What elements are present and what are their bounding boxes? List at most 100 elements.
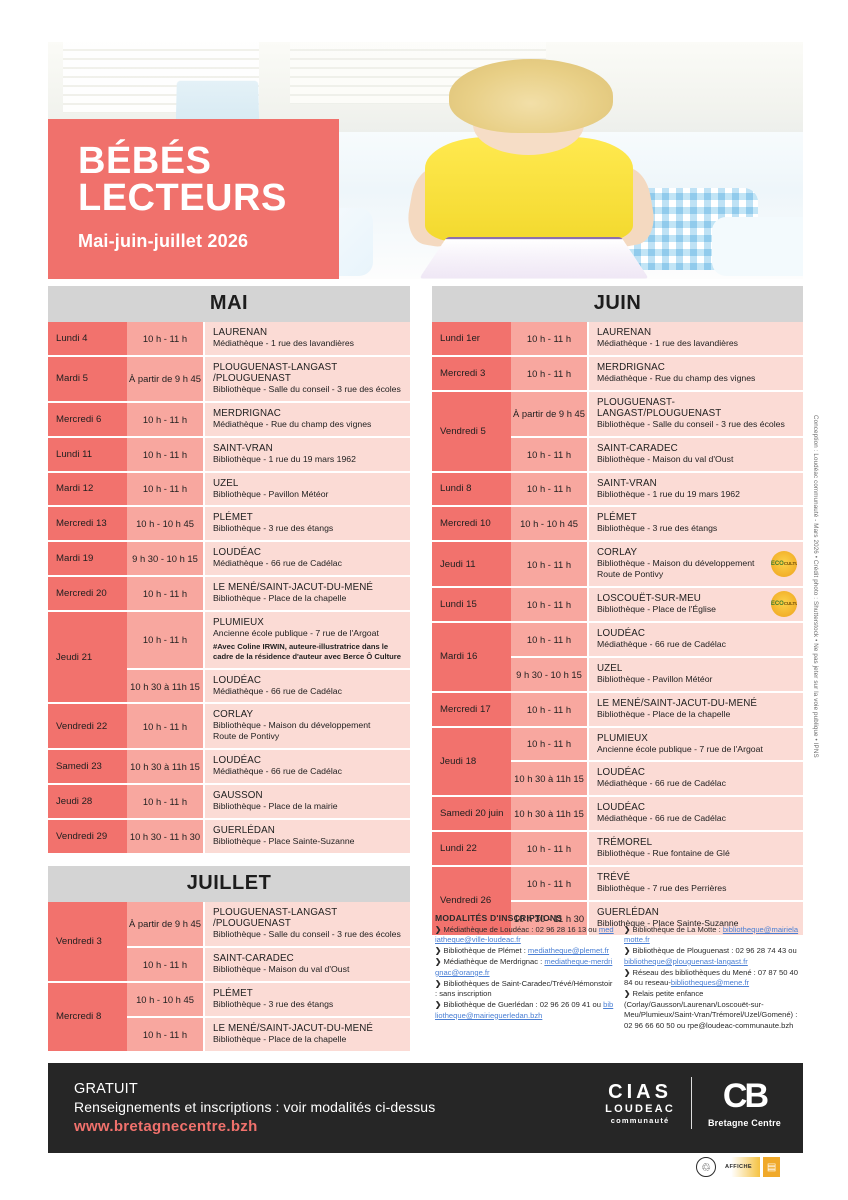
- cell-location: LAURENAN Médiathèque - 1 rue des lavandiè…: [205, 322, 410, 355]
- schedule-entry: 10 h - 11 h LE MENÉ/SAINT-JACUT-DU-MENÉ Bi…: [127, 1017, 410, 1053]
- cell-day: Mardi 12: [48, 472, 127, 508]
- row-entries: 10 h - 11 h UZEL Bibliothèque - Pavillon M…: [127, 472, 410, 508]
- location-name: CORLAY: [213, 709, 254, 721]
- location-address: Bibliothèque - 1 rue du 19 mars 1962: [597, 488, 740, 499]
- poster-subtitle: Mai-juin-juillet 2026: [78, 231, 249, 252]
- schedule-entry: 10 h - 11 h GAUSSON Bibliothèque - Place d…: [127, 785, 410, 820]
- location-name: LAURENAN: [213, 327, 268, 338]
- cell-time: 10 h - 11 h: [511, 472, 589, 506]
- row-entries: 10 h - 11 h GAUSSON Bibliothèque - Place d…: [127, 785, 410, 820]
- photo-child-hair: [449, 58, 614, 133]
- table-row: Mardi 19 9 h 30 - 10 h 15 LOUDÉAC Médiathèq…: [48, 542, 410, 578]
- cell-time: 10 h - 11 h: [127, 437, 205, 471]
- cell-time: 10 h - 11 h: [511, 322, 589, 355]
- table-row: Vendredi 29 10 h 30 - 11 h 30 GUERLÉDAN Bib…: [48, 819, 410, 855]
- email-link[interactable]: bibliotheque@plouguenast-langast.fr: [624, 956, 748, 966]
- location-address: Bibliothèque - Maison du val d'Oust: [597, 453, 734, 464]
- footer-logos: CIAS LOUDEAC communauté CΒ Bretagne Cent…: [605, 1077, 781, 1129]
- table-row: Mardi 16 10 h - 11 h LOUDÉAC Médiathèque - …: [432, 622, 803, 693]
- location-address: Médiathèque - Rue du champ des vignes: [597, 372, 756, 383]
- cias-logo-name: CIAS: [608, 1080, 672, 1103]
- cell-day: Vendredi 26: [432, 867, 511, 937]
- cell-day: Mardi 5: [48, 356, 127, 403]
- location-address: Bibliothèque - Place Sainte-Suzanne: [597, 917, 739, 928]
- schedule-entry: 10 h - 11 h CORLAY Bibliothèque - Maison d…: [127, 704, 410, 751]
- cell-location: LOUDÉAC Médiathèque - 66 rue de Cadélac: [205, 750, 410, 784]
- location-name: LOUDÉAC: [213, 755, 262, 767]
- schedule-entry: 10 h - 11 h LAURENAN Médiathèque - 1 rue d…: [127, 322, 410, 357]
- location-address: Ancienne école publique - 7 rue de l'Arg…: [213, 628, 379, 638]
- cell-day: Mardi 19: [48, 542, 127, 578]
- cell-time: 10 h - 11 h: [511, 832, 589, 865]
- bretagne-centre-monogram-icon: CΒ: [722, 1076, 769, 1115]
- logo-divider: [690, 1077, 692, 1129]
- location-address: Ancienne école publique - 7 rue de l'Arg…: [597, 743, 763, 754]
- schedule-entry: 10 h 30 à 11h 15 LOUDÉAC Médiathèque - 66 …: [511, 762, 803, 798]
- table-body-juin: Lundi 1er 10 h - 11 h LAURENAN Médiathèque …: [432, 322, 803, 937]
- cell-time: 10 h 30 - 11 h 30: [511, 901, 589, 935]
- affiche-label: AFFICHE: [719, 1157, 761, 1177]
- cell-time: 9 h 30 - 10 h 15: [511, 657, 589, 691]
- row-entries: 10 h - 11 h CORLAY Bibliothèque - Maison d…: [511, 542, 803, 588]
- cell-location: PLOUGUENAST-LANGAST/PLOUGUENAST Bibliothè…: [589, 391, 803, 436]
- cell-day: Lundi 8: [432, 472, 511, 508]
- cell-time: 10 h 30 - 11 h 30: [127, 819, 205, 853]
- cell-day: Mercredi 3: [432, 356, 511, 392]
- cell-day: Lundi 15: [432, 588, 511, 623]
- email-link[interactable]: mediatheque-merdrignac@orange.fr: [435, 957, 613, 977]
- location-name: PLUMIEUX: [597, 732, 648, 744]
- row-entries: 10 h - 11 h MERDRIGNAC Médiathèque - Rue d…: [127, 402, 410, 438]
- location-name: LOUDÉAC: [597, 627, 646, 639]
- cell-time: 10 h - 11 h: [127, 704, 205, 749]
- cell-location: LE MENÉ/SAINT-JACUT-DU-MENÉ Bibliothèque …: [589, 692, 803, 726]
- cias-loudeac-logo: CIAS LOUDEAC communauté: [605, 1082, 675, 1125]
- schedule-entry: 10 h - 11 h TRÉMOREL Bibliothèque - Rue fo…: [511, 832, 803, 867]
- location-name: UZEL: [213, 477, 239, 489]
- schedule-table-juin: JUIN Lundi 1er 10 h - 11 h LAURENAN Médiath…: [432, 286, 803, 937]
- location-address: Bibliothèque - Maison du val d'Oust: [213, 963, 350, 974]
- schedule-entry: 10 h - 11 h SAINT-CARADEC Bibliothèque - M…: [511, 437, 803, 473]
- email-link[interactable]: mediatheque@ville-loudeac.fr: [435, 925, 614, 945]
- table-row: Lundi 15 10 h - 11 h LOSCOUËT-SUR-MEU Bibli…: [432, 588, 803, 623]
- email-link[interactable]: mediatheque@plemet.fr: [527, 946, 610, 956]
- row-entries: 10 h - 11 h LE MENÉ/SAINT-JACUT-DU-MENÉ Bi…: [127, 577, 410, 612]
- cell-location: LOUDÉAC Médiathèque - 66 rue de Cadélac: [589, 797, 803, 831]
- schedule-entry: 10 h - 11 h MERDRIGNAC Médiathèque - Rue d…: [511, 356, 803, 392]
- location-address: Bibliothèque - 3 rue des étangs: [213, 523, 334, 534]
- cell-time: 10 h - 11 h: [127, 322, 205, 355]
- registration-column-left: ❯ Médiathèque de Loudéac : 02 96 28 16 1…: [435, 925, 614, 1032]
- row-entries: 10 h - 11 h LAURENAN Médiathèque - 1 rue d…: [511, 322, 803, 357]
- cell-day: Samedi 23: [48, 750, 127, 786]
- location-address: Bibliothèque - Salle du conseil - 3 rue …: [213, 929, 401, 939]
- recycle-icon: ♲: [696, 1157, 716, 1177]
- location-note: #Avec Coline IRWIN, auteure-illustratric…: [213, 641, 401, 661]
- cell-day: Vendredi 3: [48, 902, 127, 983]
- schedule-entry: 10 h - 11 h LOSCOUËT-SUR-MEU Bibliothèque …: [511, 588, 803, 623]
- cell-day: Lundi 4: [48, 322, 127, 357]
- cell-time: 10 h - 11 h: [511, 692, 589, 726]
- location-name: LOSCOUËT-SUR-MEU: [597, 593, 701, 604]
- cell-location: UZEL Bibliothèque - Pavillon Météor: [205, 472, 410, 506]
- location-name: LOUDÉAC: [213, 674, 262, 686]
- table-row: Samedi 23 10 h 30 à 11h 15 LOUDÉAC Médiathè…: [48, 750, 410, 786]
- row-entries: 10 h - 11 h LOUDÉAC Médiathèque - 66 rue d…: [511, 622, 803, 693]
- poster-title-line1: BÉBÉS: [78, 140, 212, 182]
- cell-location: GUERLÉDAN Bibliothèque - Place Sainte-Suz…: [205, 819, 410, 853]
- location-name: LE MENÉ/SAINT-JACUT-DU-MENÉ: [213, 1022, 374, 1034]
- footer-website-link[interactable]: www.bretagnecentre.bzh: [74, 1118, 258, 1135]
- schedule-entry: À partir de 9 h 45 PLOUGUENAST-LANGAST /P…: [127, 902, 410, 948]
- email-link[interactable]: bibliotheque@mairielamotte.fr: [624, 925, 799, 945]
- bullet-arrow-icon: ❯: [435, 978, 444, 988]
- registration-title: MODALITÉS D'INSCRIPTIONS: [435, 913, 563, 923]
- registration-item: ❯ Bibliothèque de Plouguenast : 02 96 28…: [624, 946, 797, 966]
- schedule-entry: 10 h - 11 h SAINT-VRAN Bibliothèque - 1 ru…: [127, 437, 410, 473]
- bullet-arrow-icon: ❯: [624, 967, 633, 977]
- email-link[interactable]: bibliotheque@mairieguerledan.bzh: [435, 1000, 614, 1020]
- schedule-entry: 10 h - 11 h SAINT-VRAN Bibliothèque - 1 ru…: [511, 472, 803, 508]
- cell-day: Lundi 11: [48, 437, 127, 473]
- location-name: GUERLÉDAN: [597, 906, 659, 918]
- location-address: Médiathèque - 66 rue de Cadélac: [597, 778, 726, 789]
- cell-time: 10 h - 11 h: [127, 577, 205, 610]
- registration-column-right: ❯ Bibliothèque de La Motte : bibliothequ…: [624, 925, 803, 1032]
- email-link[interactable]: bibliotheques@mene.fr: [670, 978, 750, 988]
